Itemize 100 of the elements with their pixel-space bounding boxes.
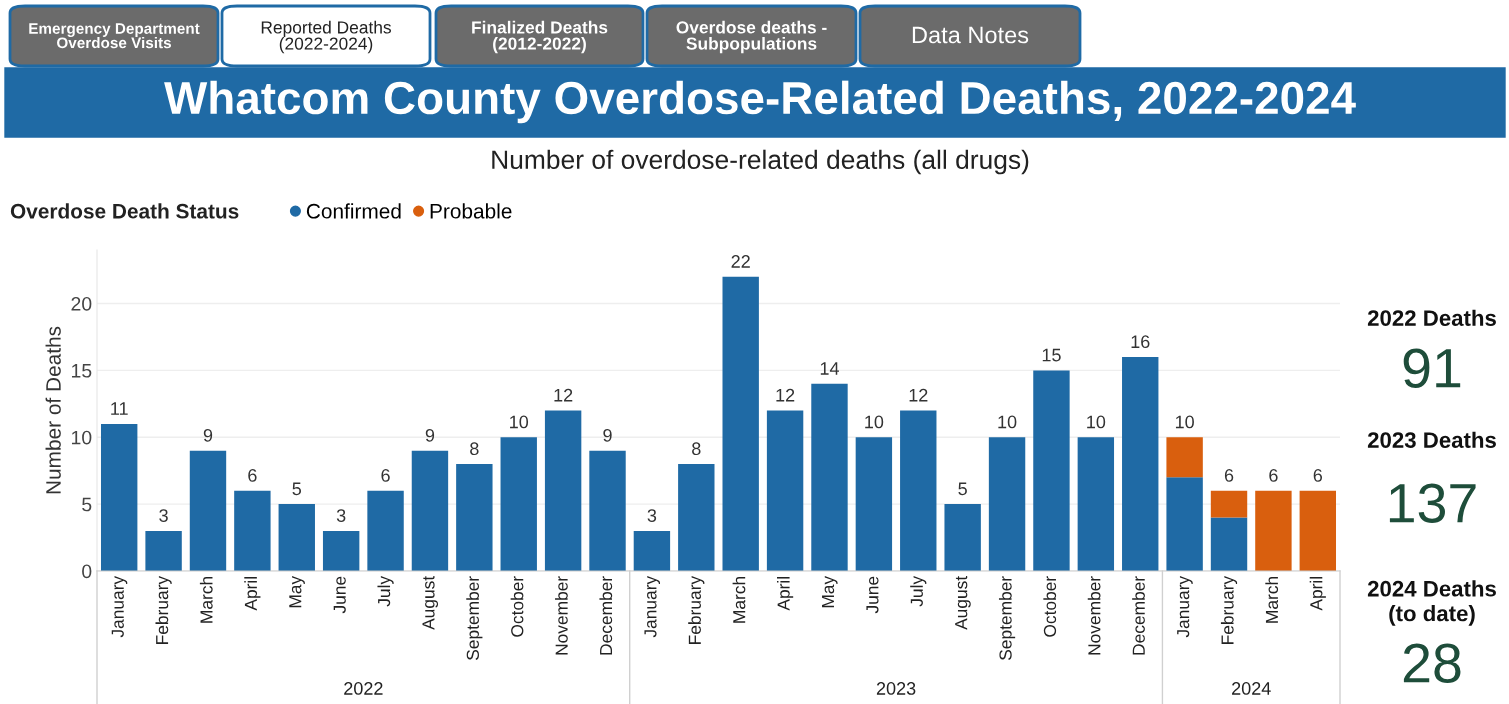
x-tick-label: March	[1265, 576, 1279, 623]
bar	[855, 437, 893, 571]
x-tick-label: July	[377, 575, 394, 607]
x-tick-label: November	[555, 576, 568, 655]
bar	[544, 410, 582, 571]
text: 2023	[876, 682, 916, 695]
legend-label: Confirmed	[306, 203, 401, 219]
total-label: 12	[776, 388, 795, 402]
total-label: 15	[1042, 348, 1061, 362]
text: 28	[1403, 643, 1461, 683]
x-tick-label: July	[910, 575, 927, 607]
chart-title: Whatcom County Overdose-Related Deaths, 2022-2024	[164, 80, 1356, 124]
bar	[456, 464, 493, 571]
total-label: 8	[470, 442, 479, 456]
bar	[278, 504, 315, 571]
text: Data Notes	[912, 26, 1029, 44]
bar	[766, 410, 804, 571]
text: 91	[1403, 348, 1461, 388]
total-label: 12	[554, 388, 573, 402]
total-label: 9	[425, 428, 435, 442]
total-label: 8	[692, 442, 701, 456]
bar	[1210, 490, 1248, 518]
x-tick-label: April	[244, 577, 261, 611]
text: 2023 Deaths	[1367, 431, 1496, 448]
bar	[722, 276, 759, 571]
bar	[811, 383, 848, 571]
total-label: 10	[1087, 415, 1106, 429]
total-label: 9	[203, 428, 213, 442]
bar	[1077, 437, 1115, 571]
y-tick-label: 5	[82, 497, 92, 512]
total-label: 10	[865, 415, 884, 429]
text: 137	[1389, 483, 1476, 523]
bar	[234, 490, 271, 571]
text: Overdose deaths - Subpopulations	[676, 20, 827, 54]
x-tick-label: September	[466, 576, 483, 660]
bar	[589, 450, 626, 571]
text: 2024	[1232, 682, 1271, 695]
bar	[189, 450, 227, 571]
x-tick-label: October	[510, 576, 524, 637]
total-label: 6	[1224, 469, 1234, 482]
bar	[411, 450, 449, 571]
bar	[944, 504, 981, 571]
y-tick-label: 0	[82, 564, 92, 579]
x-tick-label: June	[866, 576, 879, 614]
x-tick-label: December	[599, 576, 613, 655]
x-tick-label: February	[1220, 575, 1238, 644]
bar	[322, 530, 360, 571]
total-label: 22	[731, 255, 750, 268]
total-label: 12	[909, 388, 928, 402]
bar	[633, 530, 671, 571]
x-tick-label: April	[1309, 577, 1326, 611]
total-label: 5	[958, 482, 967, 496]
x-tick-label: March	[732, 576, 746, 623]
chart-subtitle: Number of overdose-related deaths (all drugs)	[492, 149, 1029, 175]
text: 2022 Deaths	[1367, 309, 1496, 326]
bar	[900, 410, 937, 571]
text: Reported Deaths (2022-2024)	[261, 20, 391, 54]
bar	[1299, 490, 1336, 571]
x-tick-label: April	[777, 577, 794, 611]
total-label: 10	[998, 415, 1017, 429]
x-tick-label: November	[1087, 576, 1101, 655]
legend-label: Probable	[430, 203, 512, 219]
bar	[1033, 370, 1070, 571]
x-tick-label: January	[644, 575, 660, 638]
total-label: 3	[159, 509, 168, 522]
bar	[500, 437, 537, 571]
bar	[1210, 517, 1248, 571]
total-label: 6	[1269, 469, 1278, 482]
bar	[1166, 437, 1203, 478]
total-label: 6	[248, 469, 257, 482]
total-label: 16	[1131, 335, 1150, 349]
total-label: 10	[510, 415, 529, 429]
x-tick-label: September	[998, 576, 1016, 660]
bar	[988, 437, 1026, 571]
bar	[1166, 477, 1203, 571]
text: Finalized Deaths (2012-2022)	[472, 20, 608, 54]
x-tick-label: January	[1177, 575, 1193, 638]
bar	[367, 490, 404, 571]
text: Emergency Department Overdose Visits	[29, 23, 200, 49]
total-label: 10	[1175, 415, 1194, 429]
bar	[101, 423, 138, 571]
y-axis-title: Number of Deaths	[45, 326, 61, 494]
bar	[678, 464, 715, 571]
total-label: 3	[647, 509, 657, 522]
x-tick-label: June	[333, 576, 346, 614]
total-label: 14	[820, 362, 839, 375]
x-tick-label: December	[1132, 576, 1145, 655]
y-tick-label: 20	[71, 296, 92, 311]
y-tick-label: 15	[72, 364, 92, 378]
x-tick-label: February	[688, 575, 705, 644]
x-tick-label: August	[955, 575, 971, 630]
x-tick-label: August	[422, 575, 439, 630]
x-tick-label: February	[155, 575, 172, 644]
x-tick-label: May	[822, 575, 838, 608]
y-tick-label: 10	[72, 430, 92, 445]
total-label: 6	[1313, 469, 1323, 482]
total-label: 6	[381, 469, 390, 482]
legend-title: Overdose Death Status	[10, 203, 239, 219]
bar	[1255, 490, 1292, 571]
total-label: 3	[336, 509, 346, 522]
